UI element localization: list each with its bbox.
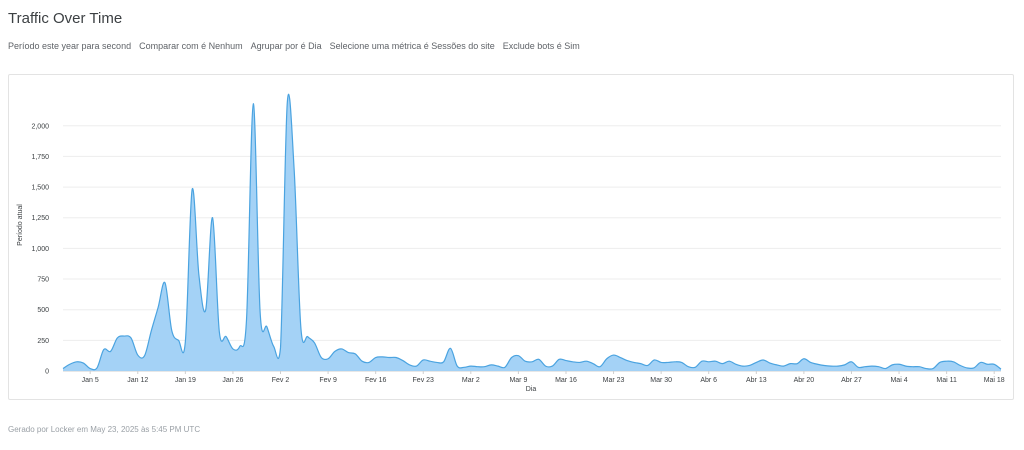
y-axis-ticks: 0 250 500 750 1,000 1,250 1,500 1,750 2,000 xyxy=(31,123,49,375)
x-tick-label: Fev 23 xyxy=(413,377,435,384)
filter-exclude-bots[interactable]: Exclude bots é Sim xyxy=(502,41,580,51)
x-axis-ticks: Jan 5 Jan 12 Jan 19 Jan 26 Fev 2 Fev 9 Fev 16 F… xyxy=(82,371,1005,384)
x-tick-label: Mar 9 xyxy=(509,377,527,384)
x-tick-label: Mai 18 xyxy=(984,377,1005,384)
x-tick-label: Jan 12 xyxy=(127,377,148,384)
chart-card: 0 250 500 750 1,000 1,250 1,500 1,750 2,000 Jan … xyxy=(8,74,1014,400)
filter-metric[interactable]: Selecione uma métrica é Sessões do site xyxy=(329,41,495,51)
y-tick-label: 0 xyxy=(45,369,49,376)
y-tick-label: 1,250 xyxy=(31,215,49,222)
x-tick-label: Mar 23 xyxy=(603,377,625,384)
y-tick-label: 2,000 xyxy=(31,123,49,130)
filter-compare[interactable]: Comparar com é Nenhum xyxy=(139,41,243,51)
y-tick-label: 500 xyxy=(37,307,49,314)
filter-group-by[interactable]: Agrupar por é Dia xyxy=(250,41,322,51)
x-tick-label: Abr 27 xyxy=(841,377,862,384)
traffic-chart[interactable]: 0 250 500 750 1,000 1,250 1,500 1,750 2,000 Jan … xyxy=(9,75,1015,401)
x-tick-label: Fev 9 xyxy=(319,377,337,384)
x-tick-label: Mar 16 xyxy=(555,377,577,384)
traffic-line xyxy=(62,93,1002,371)
y-axis-title: Período atual xyxy=(17,204,24,246)
x-tick-label: Mar 30 xyxy=(650,377,672,384)
x-axis-title: Dia xyxy=(526,386,537,393)
filter-bar: Período este year para second Comparar c… xyxy=(8,41,580,51)
x-tick-label: Abr 13 xyxy=(746,377,767,384)
x-tick-label: Mai 4 xyxy=(890,377,907,384)
x-tick-label: Mar 2 xyxy=(462,377,480,384)
x-tick-label: Fev 2 xyxy=(272,377,290,384)
y-tick-label: 250 xyxy=(37,338,49,345)
x-tick-label: Jan 19 xyxy=(175,377,196,384)
x-tick-label: Abr 20 xyxy=(794,377,815,384)
traffic-area xyxy=(63,94,1001,371)
footer-text: Gerado por Locker em May 23, 2025 às 5:4… xyxy=(8,425,201,434)
y-tick-label: 1,000 xyxy=(31,246,49,253)
page-title: Traffic Over Time xyxy=(8,10,123,27)
y-tick-label: 1,750 xyxy=(31,154,49,161)
x-tick-label: Jan 5 xyxy=(82,377,99,384)
x-tick-label: Fev 16 xyxy=(365,377,387,384)
x-tick-label: Jan 26 xyxy=(222,377,243,384)
x-tick-label: Abr 6 xyxy=(700,377,717,384)
x-tick-label: Mai 11 xyxy=(936,377,957,384)
y-tick-label: 750 xyxy=(37,277,49,284)
filter-period[interactable]: Período este year para second xyxy=(8,41,132,51)
y-tick-label: 1,500 xyxy=(31,185,49,192)
